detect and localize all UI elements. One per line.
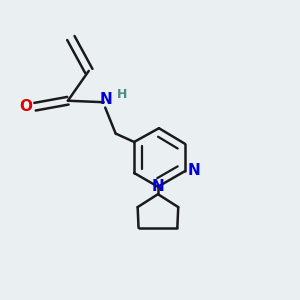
Text: N: N	[151, 179, 164, 194]
Text: H: H	[116, 88, 127, 101]
Text: N: N	[188, 163, 200, 178]
Text: O: O	[19, 99, 32, 114]
Text: N: N	[100, 92, 112, 107]
